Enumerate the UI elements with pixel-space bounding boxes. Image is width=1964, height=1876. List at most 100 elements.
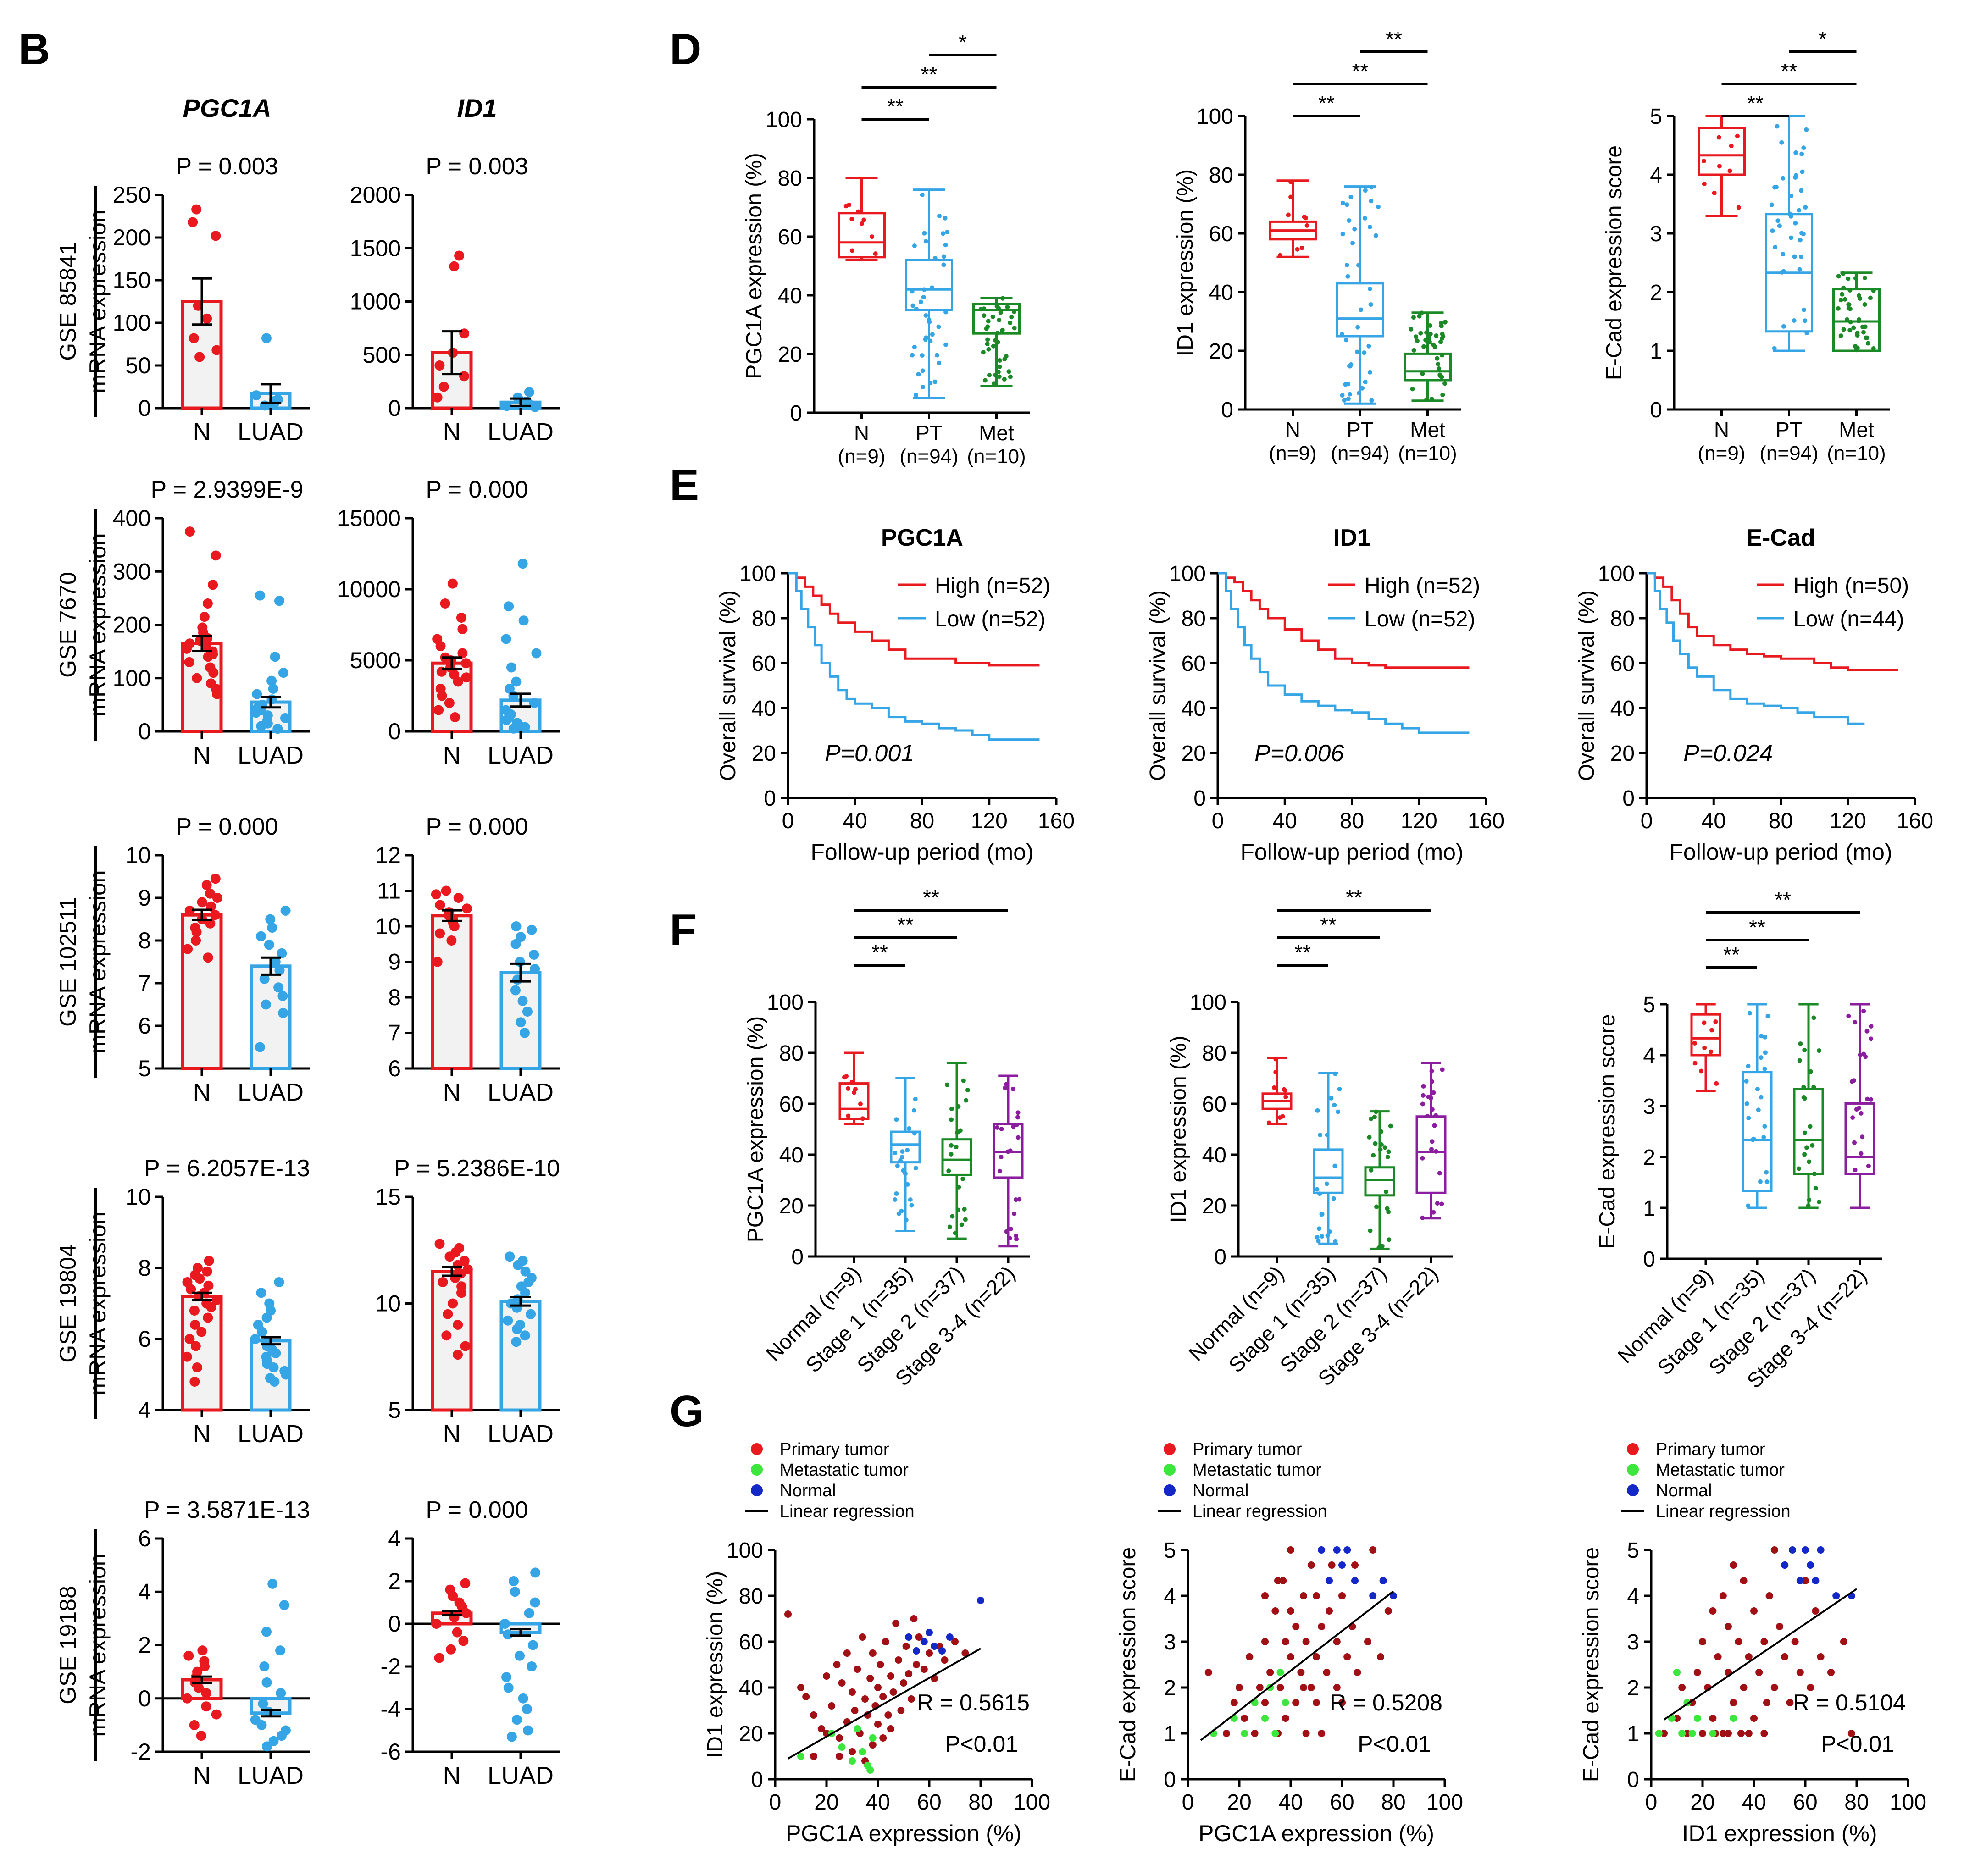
x-category-label: N bbox=[1285, 418, 1300, 442]
data-point bbox=[1812, 1171, 1817, 1176]
bar-chart-B-5-ID1: -6 -4 -2 0 2 4 N LUAD P = 0.000 bbox=[381, 1497, 560, 1789]
data-point-primary bbox=[1251, 1730, 1259, 1737]
data-point bbox=[937, 360, 942, 365]
data-point-primary bbox=[1297, 1669, 1305, 1676]
y-tick-label: 0 bbox=[138, 1686, 151, 1711]
data-point-primary bbox=[1307, 1561, 1315, 1569]
data-point-primary bbox=[851, 1707, 859, 1714]
data-point bbox=[518, 1693, 528, 1704]
data-point-primary bbox=[1328, 1561, 1336, 1569]
data-point bbox=[520, 1288, 530, 1298]
x-tick-label: 0 bbox=[1641, 809, 1653, 833]
y-tick-label: 8 bbox=[138, 928, 151, 953]
data-point bbox=[517, 996, 528, 1006]
data-point-primary bbox=[1313, 1653, 1320, 1660]
data-point bbox=[280, 905, 291, 916]
data-point-primary bbox=[905, 1670, 913, 1677]
data-point bbox=[910, 303, 915, 308]
data-point bbox=[1429, 1079, 1434, 1084]
bar-chart-B-1-PGC1A: 0 50 100 150 200 250 N LUAD P = 0.003 PGC1A mRNA e… bbox=[55, 94, 310, 446]
data-point-primary bbox=[1765, 1592, 1773, 1599]
y-tick-label: 60 bbox=[779, 1092, 804, 1117]
x-tick-label: 160 bbox=[1468, 809, 1504, 833]
p-value-label: P<0.01 bbox=[1821, 1731, 1894, 1757]
y-tick-label: 500 bbox=[363, 342, 401, 368]
legend-label: Normal bbox=[1656, 1481, 1712, 1500]
x-tick-label: 80 bbox=[1769, 809, 1793, 833]
r-value-label: R = 0.5615 bbox=[917, 1690, 1030, 1716]
box bbox=[1336, 282, 1384, 338]
data-point bbox=[849, 1079, 854, 1085]
data-point bbox=[268, 1362, 279, 1372]
data-point-primary bbox=[802, 1693, 810, 1700]
data-point bbox=[1717, 164, 1722, 169]
x-axis-label: PGC1A expression (%) bbox=[786, 1821, 1021, 1846]
data-point bbox=[1793, 173, 1798, 178]
panel-label-G: G bbox=[670, 1387, 704, 1436]
data-point bbox=[959, 1222, 964, 1227]
data-point bbox=[1775, 218, 1781, 223]
y-tick-label: -6 bbox=[381, 1739, 401, 1765]
data-point bbox=[197, 1645, 208, 1656]
data-point bbox=[850, 248, 855, 253]
data-point bbox=[1846, 1013, 1851, 1018]
data-point bbox=[956, 1104, 961, 1109]
data-point bbox=[950, 1214, 955, 1219]
data-point bbox=[1744, 1079, 1749, 1084]
data-point-primary bbox=[961, 1649, 969, 1657]
data-point bbox=[516, 1017, 526, 1028]
data-point-primary bbox=[836, 1734, 843, 1742]
data-point bbox=[202, 313, 212, 324]
y-tick-label: 6 bbox=[138, 1013, 151, 1039]
data-point-primary bbox=[1745, 1730, 1753, 1737]
data-point bbox=[1774, 185, 1779, 190]
data-point bbox=[1424, 330, 1429, 335]
x-tick-label: 20 bbox=[814, 1790, 838, 1815]
x-tick-label: 40 bbox=[865, 1790, 890, 1815]
data-point-primary bbox=[915, 1633, 923, 1641]
data-point bbox=[523, 1725, 533, 1736]
data-point bbox=[261, 333, 272, 343]
data-point bbox=[261, 1627, 272, 1637]
data-point-primary bbox=[1750, 1607, 1758, 1615]
significance-label: ** bbox=[1723, 943, 1740, 967]
y-tick-label: 60 bbox=[739, 1630, 763, 1655]
data-point bbox=[1437, 366, 1442, 371]
data-point bbox=[1411, 348, 1416, 353]
y-axis-label: E-Cad expression score bbox=[1602, 145, 1626, 380]
legend-label: Metastatic tumor bbox=[1656, 1461, 1785, 1480]
legend-marker bbox=[751, 1443, 763, 1455]
y-tick-label: 20 bbox=[752, 742, 776, 766]
data-point bbox=[1789, 235, 1794, 240]
data-point bbox=[1012, 309, 1017, 314]
y-tick-label: 10000 bbox=[337, 576, 401, 602]
data-point bbox=[1848, 320, 1853, 325]
data-point bbox=[930, 285, 935, 290]
data-point bbox=[270, 652, 280, 662]
data-point-primary bbox=[1230, 1699, 1238, 1706]
box bbox=[1742, 1071, 1773, 1192]
x-tick-label: 60 bbox=[1330, 1790, 1354, 1815]
data-point bbox=[1299, 245, 1304, 250]
bar-chart-B-4-PGC1A: 4 6 8 10 N LUAD P = 6.2057E-13 mRNA expressionG… bbox=[55, 1155, 310, 1448]
data-point bbox=[210, 874, 221, 884]
data-point bbox=[1777, 223, 1782, 228]
y-tick-label: 100 bbox=[1197, 105, 1233, 129]
data-point bbox=[1811, 1015, 1816, 1020]
data-point-primary bbox=[1776, 1623, 1783, 1630]
x-tick-label: 80 bbox=[1844, 1790, 1869, 1815]
data-point-metastatic bbox=[849, 1757, 856, 1765]
data-point bbox=[1376, 204, 1381, 209]
data-point bbox=[1808, 1124, 1813, 1129]
y-tick-label: 50 bbox=[125, 353, 151, 378]
data-point bbox=[1761, 1135, 1766, 1140]
data-point bbox=[1435, 1201, 1440, 1206]
data-point bbox=[1859, 1151, 1864, 1156]
significance-label: * bbox=[1819, 27, 1827, 51]
data-point bbox=[1317, 1226, 1322, 1231]
regression-line bbox=[788, 1648, 981, 1760]
data-point-primary bbox=[1287, 1653, 1294, 1660]
x-n-label: (n=9) bbox=[838, 445, 886, 468]
data-point bbox=[1005, 304, 1010, 310]
data-point bbox=[453, 1350, 463, 1360]
